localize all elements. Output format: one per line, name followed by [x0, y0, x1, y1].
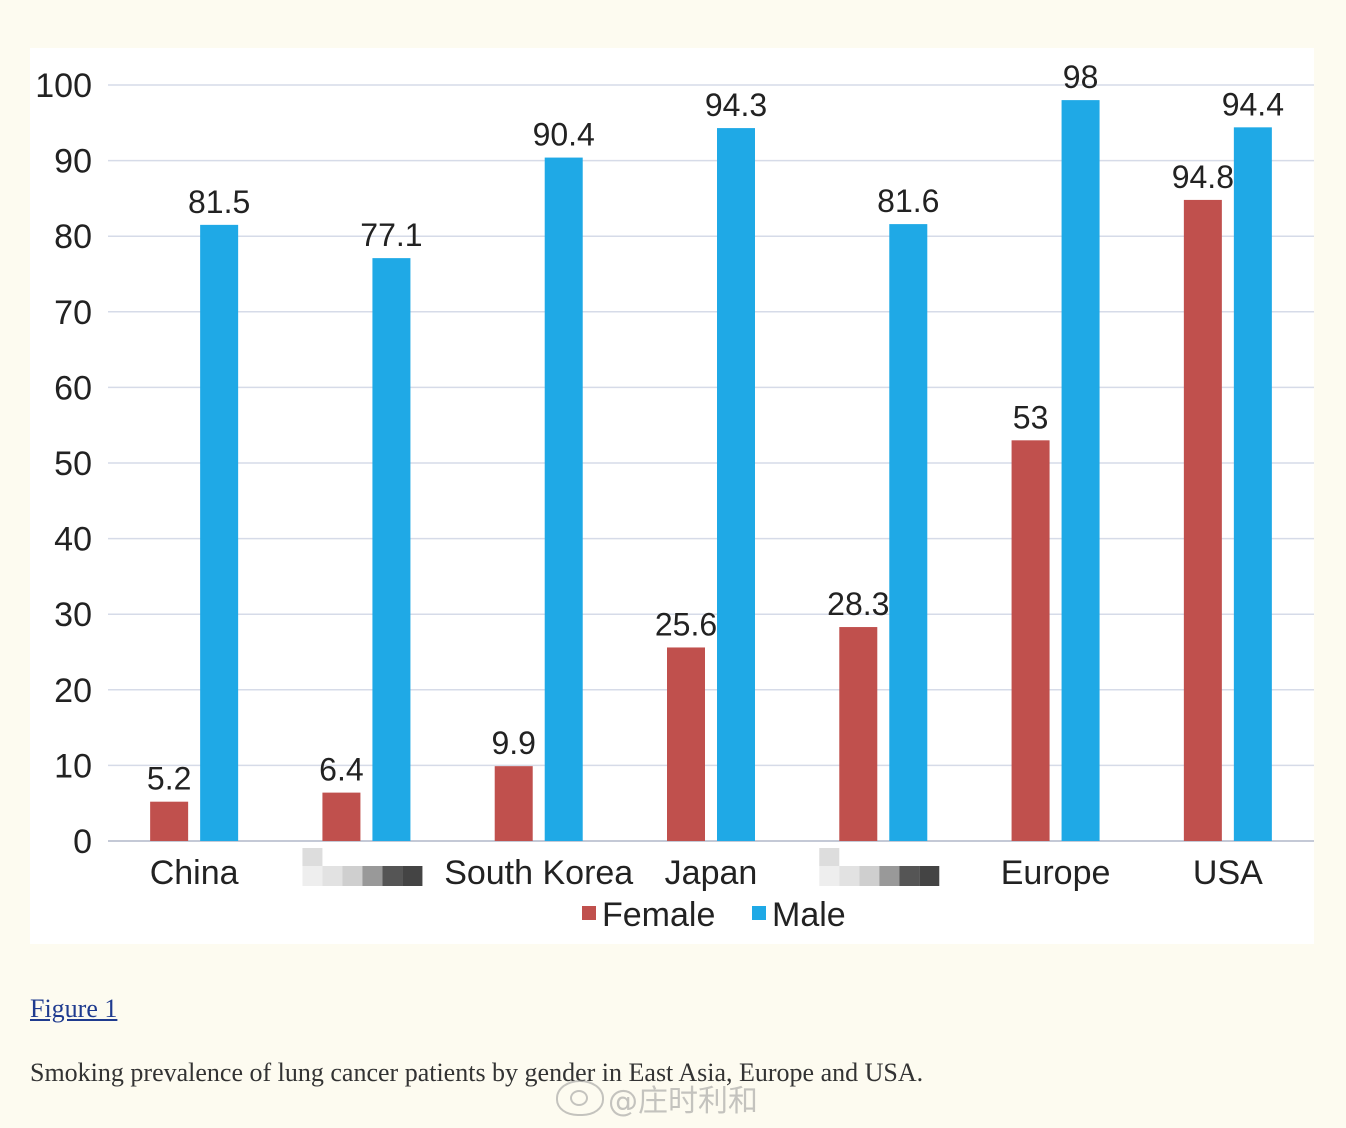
data-label: 28.3: [827, 586, 889, 622]
legend-swatch-female: [582, 906, 596, 920]
data-label: 94.3: [705, 87, 767, 123]
y-tick-label: 90: [54, 143, 92, 181]
bar-male: [372, 258, 411, 841]
figure-link[interactable]: Figure 1: [30, 994, 118, 1023]
y-tick-label: 60: [54, 369, 92, 407]
x-category-label: Japan: [665, 854, 758, 892]
bar-male: [889, 224, 928, 841]
bar-male: [200, 224, 239, 842]
y-tick-label: 70: [54, 294, 92, 332]
y-tick-label: 0: [73, 823, 92, 861]
y-tick-label: 40: [54, 521, 92, 559]
data-label: 81.6: [877, 183, 939, 219]
legend-label-male: Male: [772, 896, 846, 934]
data-label: 53: [1013, 399, 1049, 435]
bar-female: [839, 627, 878, 841]
bar-female: [322, 792, 361, 841]
y-tick-label: 30: [54, 596, 92, 634]
data-label: 25.6: [655, 606, 717, 642]
obscured-category-label: [302, 848, 423, 886]
y-tick-label: 80: [54, 218, 92, 256]
y-tick-label: 20: [54, 672, 92, 710]
x-category-label: USA: [1193, 854, 1263, 892]
y-tick-label: 10: [54, 747, 92, 785]
bar-female: [667, 647, 705, 841]
data-label: 98: [1063, 59, 1099, 95]
bar-male: [544, 157, 583, 841]
bar-male: [1061, 100, 1100, 841]
bar-female: [1183, 199, 1222, 842]
y-tick-label: 50: [54, 445, 92, 483]
data-label: 9.9: [491, 725, 535, 761]
legend-swatch-male: [752, 906, 766, 920]
legend-label-female: Female: [602, 896, 715, 934]
data-label: 94.4: [1222, 86, 1284, 122]
bar-chart: 0 10 20 30 40 50 60 70 80 90 100 China South Korea Ja…: [35, 59, 1314, 934]
bar-female: [150, 801, 189, 841]
bar-female: [494, 766, 533, 841]
data-label: 81.5: [188, 184, 250, 220]
bar-male: [1233, 127, 1272, 841]
bar-male: [717, 128, 755, 841]
data-label: 6.4: [319, 752, 363, 788]
obscured-category-label: [819, 848, 940, 886]
data-label: 5.2: [147, 761, 191, 797]
x-category-label: South Korea: [444, 854, 633, 892]
y-tick-label: 100: [35, 67, 92, 105]
data-label: 90.4: [533, 117, 595, 153]
x-category-label: China: [150, 854, 239, 892]
chart-panel: 0 10 20 30 40 50 60 70 80 90 100 China South Korea Ja…: [30, 48, 1314, 944]
x-category-label: Europe: [1001, 854, 1111, 892]
bar-female: [1011, 440, 1050, 841]
data-label: 77.1: [360, 217, 422, 253]
data-label: 94.8: [1172, 159, 1234, 195]
figure-caption: Smoking prevalence of lung cancer patien…: [30, 1058, 924, 1087]
